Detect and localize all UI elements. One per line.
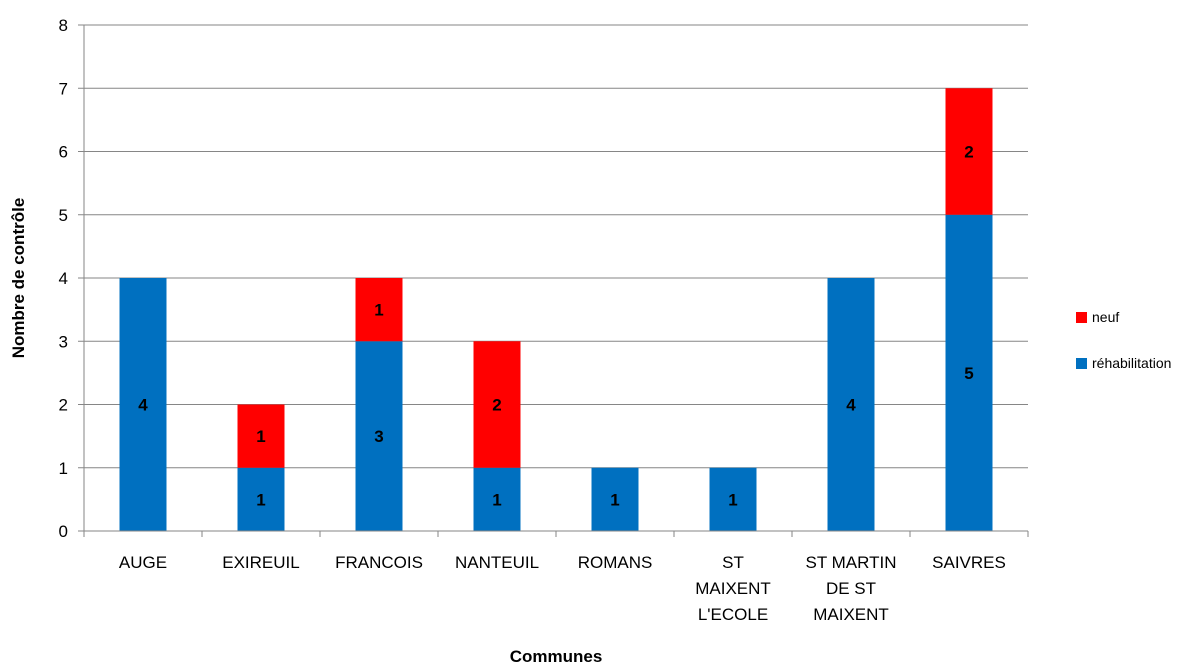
x-tick-label: SAIVRES [932,553,1006,572]
x-tick-label: FRANCOIS [335,553,423,572]
x-tick-label: ST MARTIN DE ST MAIXENT [806,553,897,624]
data-label: 1 [492,490,501,509]
bar-segment-neuf [237,404,285,468]
bar-segment-rehabilitation [237,467,285,531]
data-labels: 4 1 1 3 1 1 2 1 1 4 5 2 [138,143,973,510]
axes [78,24,1029,537]
x-tick-labels: AUGE EXIREUIL FRANCOIS NANTEUIL ROMANS ST MAIX… [119,553,1006,624]
data-label: 1 [728,490,737,509]
bar-segment-rehabilitation [355,341,403,531]
bar-segment-neuf [945,88,993,215]
x-tick-label: ROMANS [578,553,653,572]
x-tick-label: EXIREUIL [222,553,299,572]
x-tick-label: ST MAIXENT L'ECOLE [695,553,771,624]
data-label: 3 [374,427,383,446]
x-tick-label: AUGE [119,553,167,572]
data-label: 4 [138,396,148,415]
y-axis-title: Nombre de contrôle [9,198,28,359]
bar-segment-rehabilitation [591,467,639,531]
data-label: 2 [492,396,501,415]
bar-segment-neuf [355,278,403,342]
data-label: 1 [256,427,265,446]
y-tick-label: 3 [59,332,68,351]
y-tick-labels: 0 1 2 3 4 5 6 7 8 [59,16,68,541]
y-tick-label: 2 [59,396,68,415]
bar-segment-neuf [473,341,521,468]
data-label: 4 [846,396,856,415]
y-tick-label: 6 [59,143,68,162]
legend: neuf réhabilitation [1076,309,1171,371]
x-tick-label: NANTEUIL [455,553,539,572]
bar-segment-rehabilitation [945,214,993,531]
bars [119,88,993,531]
legend-swatch [1076,312,1087,323]
y-tick-label: 0 [59,522,68,541]
x-axis-title: Communes [510,647,603,666]
y-tick-label: 8 [59,16,68,35]
bar-segment-rehabilitation [473,467,521,531]
y-tick-label: 4 [59,269,68,288]
legend-label: neuf [1092,309,1119,325]
y-tick-label: 7 [59,79,68,98]
data-label: 1 [374,301,383,320]
legend-label: réhabilitation [1092,355,1171,371]
legend-swatch [1076,358,1087,369]
data-label: 1 [610,490,619,509]
data-label: 1 [256,490,265,509]
y-tick-label: 5 [59,206,68,225]
y-tick-label: 1 [59,459,68,478]
bar-segment-rehabilitation [827,278,875,531]
bar-segment-rehabilitation [119,278,167,531]
bar-segment-rehabilitation [709,467,757,531]
data-label: 5 [964,364,973,383]
data-label: 2 [964,143,973,162]
gridlines [84,24,1028,469]
